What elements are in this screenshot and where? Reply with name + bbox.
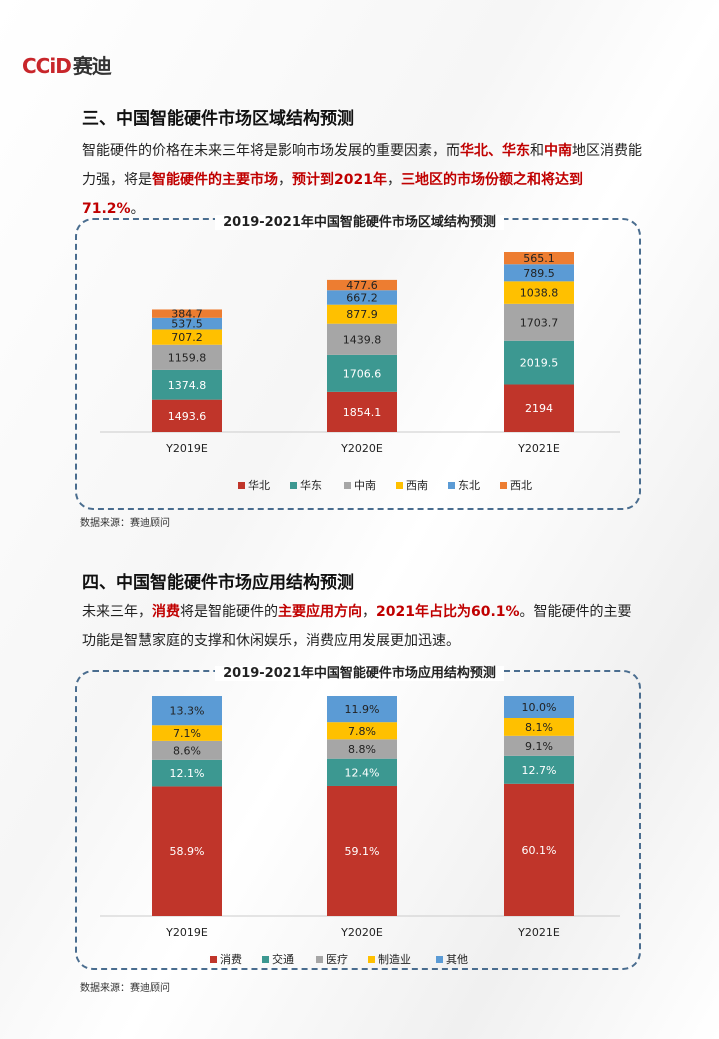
legend-swatch: [238, 482, 245, 489]
legend-swatch: [500, 482, 507, 489]
bar-segment: [152, 344, 222, 370]
paragraph-run: 三地区的市场份额之和将达到71.2%: [82, 172, 583, 217]
bar-segment: [504, 264, 574, 282]
x-tick-label: Y2019E: [165, 442, 208, 455]
bar-segment: [327, 279, 397, 291]
data-label: 1703.7: [520, 316, 559, 329]
data-label: 1493.6: [168, 410, 207, 423]
data-label: 667.2: [346, 291, 378, 304]
paragraph-run: 华北、华东: [460, 143, 530, 159]
bar-segment: [504, 252, 574, 265]
data-label: 877.9: [346, 308, 378, 321]
paragraph-run: 智能硬件的主要市场: [152, 172, 278, 188]
data-label: 2194: [525, 402, 553, 415]
paragraph-run: 将是智能硬件的: [180, 604, 278, 620]
paragraph-run: 2021年占比为60.1%: [376, 604, 520, 620]
legend-label: 东北: [458, 479, 480, 492]
legend-swatch: [396, 482, 403, 489]
legend-swatch: [344, 482, 351, 489]
paragraph-run: ，: [386, 172, 401, 188]
data-label: 1439.8: [343, 333, 382, 346]
data-label: 1159.8: [168, 351, 207, 364]
bar-segment: [152, 317, 222, 330]
legend-label: 华北: [248, 478, 270, 492]
ccid-logo: CCiD 赛迪: [22, 54, 112, 78]
paragraph-run: 主要应用方向: [278, 604, 362, 620]
bar-segment: [327, 323, 397, 355]
paragraph-run: 预计到2021年: [292, 172, 387, 188]
section4-heading: 四、中国智能硬件市场应用结构预测: [82, 573, 354, 593]
data-label: 565.1: [523, 252, 555, 265]
paragraph-run: 未来三年，: [82, 604, 152, 620]
section3-heading: 三、中国智能硬件市场区域结构预测: [82, 109, 354, 129]
section3-paragraph: 智能硬件的价格在未来三年将是影响市场发展的重要因素，而华北、华东和中南地区消费能…: [82, 137, 642, 224]
bar-segment: [327, 354, 397, 392]
paragraph-run: ，: [278, 172, 292, 188]
legend-swatch: [448, 482, 455, 489]
data-label: 707.2: [171, 331, 203, 344]
bar-segment: [504, 340, 574, 385]
data-label: 1854.1: [343, 406, 382, 419]
chart2-title: 2019-2021年中国智能硬件市场应用结构预测: [0, 662, 719, 681]
x-tick-label: Y2021E: [517, 442, 560, 455]
legend-label: 华东: [300, 478, 322, 492]
chart1-source: 数据来源：赛迪顾问: [80, 518, 170, 529]
data-label: 1374.8: [168, 379, 207, 392]
paragraph-run: 智能硬件的价格在未来三年将是影响市场发展的重要因素，而: [82, 143, 460, 159]
chart2-source: 数据来源：赛迪顾问: [80, 983, 170, 994]
bar-segment: [504, 303, 574, 341]
data-label: 1038.8: [520, 287, 559, 300]
bar-segment: [327, 391, 397, 432]
legend-swatch: [290, 482, 297, 489]
section4-paragraph: 未来三年，消费将是智能硬件的主要应用方向，2021年占比为60.1%。智能硬件的…: [82, 598, 642, 656]
bar-segment: [152, 369, 222, 400]
data-label: 477.6: [346, 279, 378, 292]
bar-segment: [327, 290, 397, 305]
bar-segment: [504, 281, 574, 304]
data-label: 384.7: [171, 308, 203, 321]
paragraph-run: 地区消费能力强，将是: [82, 143, 642, 188]
paragraph-run: 消费: [152, 604, 180, 620]
chart1-title: 2019-2021年中国智能硬件市场区域结构预测: [0, 211, 719, 230]
legend-label: 西南: [406, 479, 428, 492]
bar-segment: [152, 329, 222, 345]
paragraph-run: 。智能硬件的主要功能是智慧家庭的支撑和休闲娱乐，消费应用发展更加迅速。: [82, 604, 632, 649]
paragraph-run: 。: [130, 201, 145, 217]
bar-segment: [504, 384, 574, 432]
x-tick-label: Y2020E: [340, 442, 383, 455]
bar-segment: [152, 399, 222, 432]
data-label: 537.5: [171, 318, 203, 331]
bar-segment: [327, 304, 397, 324]
data-label: 2019.5: [520, 357, 559, 370]
chart2-frame: [75, 670, 641, 970]
bar-segment: [152, 309, 222, 318]
paragraph-run: 中南: [544, 143, 572, 159]
legend-label: 中南: [354, 479, 376, 492]
paragraph-run: 和: [530, 143, 544, 159]
legend-label: 西北: [510, 479, 532, 492]
data-label: 1706.6: [343, 367, 382, 380]
data-label: 789.5: [523, 267, 555, 280]
paragraph-run: ，: [362, 604, 376, 620]
